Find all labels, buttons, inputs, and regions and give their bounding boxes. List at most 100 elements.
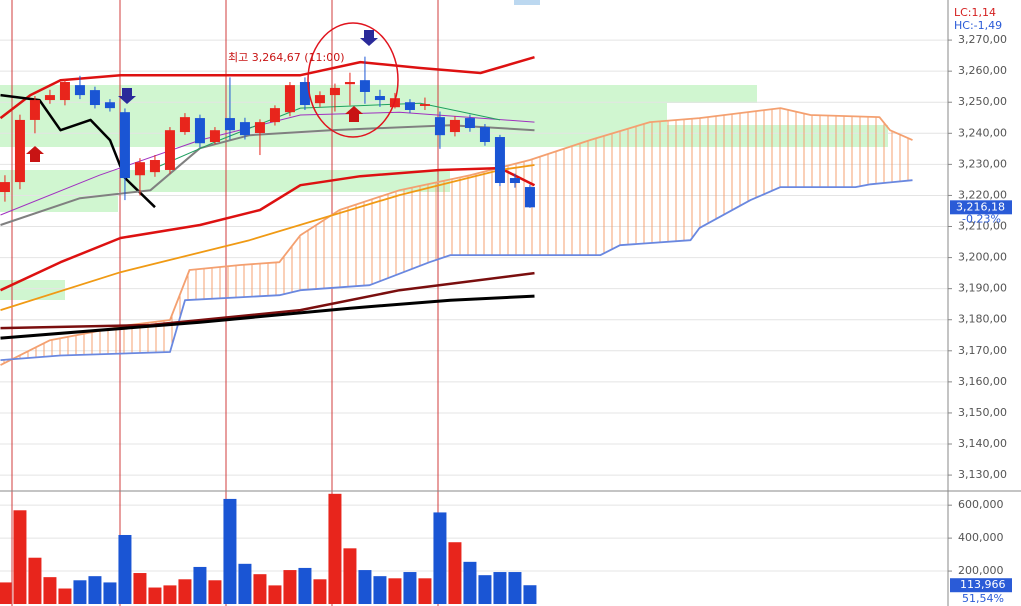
- volume-bar: [433, 512, 447, 604]
- volume-bar: [223, 498, 237, 604]
- candle-body: [89, 90, 100, 106]
- y-tick-label: 3,160,00: [958, 375, 1007, 388]
- top-marker: [514, 0, 540, 5]
- candle-body: [464, 118, 475, 129]
- y-tick-label: 600,000: [958, 498, 1004, 511]
- candle-body: [269, 108, 280, 123]
- axis-panel: [948, 0, 1021, 606]
- volume-bar: [253, 574, 267, 604]
- candle-body: [359, 80, 370, 92]
- volume-bar: [148, 587, 162, 604]
- candle-body: [419, 104, 430, 106]
- candle-body: [449, 119, 460, 133]
- volume-bar: [358, 570, 372, 604]
- y-tick-label: 3,260,00: [958, 64, 1007, 77]
- y-tick-label: 3,180,00: [958, 313, 1007, 326]
- annotations: 최고 3,264,67 (11:00): [26, 22, 399, 162]
- volume-bar: [73, 580, 87, 604]
- right-axis: 3,270,00 3,260,00 3,250,00 3,240,00 3,230,00…: [948, 33, 1012, 605]
- indicator-line: [0, 124, 535, 226]
- change-label: -0,23%: [962, 212, 1001, 225]
- highlight-ellipse: [307, 22, 399, 138]
- indicator-line: [150, 102, 501, 171]
- y-tick-label: 200,000: [958, 564, 1004, 577]
- candle-body: [224, 118, 235, 131]
- volume-bar: [478, 575, 492, 604]
- volume-bar: [163, 585, 177, 604]
- y-tick-label: 3,200,00: [958, 251, 1007, 264]
- volume-bar: [298, 567, 312, 604]
- y-tick-label: 3,210,00: [958, 220, 1007, 233]
- candle-body: [374, 96, 385, 101]
- y-tick-label: 3,130,00: [958, 468, 1007, 481]
- volume-bar: [418, 578, 432, 604]
- y-tick-label: 3,220,00: [958, 188, 1007, 201]
- volume-bar: [268, 585, 282, 604]
- candle-body: [299, 82, 310, 106]
- candle-body: [179, 117, 190, 133]
- volume-label: 113,966: [960, 578, 1006, 591]
- candle-body: [74, 85, 85, 96]
- candle-body: [404, 102, 415, 110]
- candle-body: [494, 137, 505, 184]
- volume-bar: [238, 563, 252, 604]
- zone: [0, 170, 450, 192]
- y-tick-label: 3,150,00: [958, 406, 1007, 419]
- volume-bar: [88, 576, 102, 604]
- candle-body: [209, 130, 220, 142]
- candle-body: [434, 117, 445, 136]
- y-tick-label: 3,270,00: [958, 33, 1007, 46]
- y-tick-label: 3,140,00: [958, 437, 1007, 450]
- indicator-line: [0, 271, 535, 330]
- y-tick-label: 3,190,00: [958, 282, 1007, 295]
- indicator-line: [0, 164, 535, 311]
- volume-bar: [13, 510, 27, 604]
- price-label: 3,216,18: [956, 200, 1005, 213]
- y-tick-label: 3,170,00: [958, 344, 1007, 357]
- zone: [0, 280, 65, 300]
- candle-body: [119, 112, 130, 179]
- volume: [0, 493, 537, 604]
- volume-bar: [193, 566, 207, 604]
- volume-bar: [523, 585, 537, 604]
- zone: [0, 85, 757, 103]
- volume-bar: [388, 578, 402, 604]
- candle-body: [14, 119, 25, 183]
- y-tick-label: 3,230,00: [958, 157, 1007, 170]
- indicator-line: [0, 294, 535, 340]
- candle-body: [524, 187, 535, 208]
- volume-bar: [313, 579, 327, 604]
- up-arrow: [345, 106, 363, 122]
- y-tick-label: 3,250,00: [958, 95, 1007, 108]
- volume-bar: [43, 577, 57, 604]
- candle-body: [329, 87, 340, 96]
- volume-bar: [118, 534, 132, 604]
- indicator: LC:1,14: [954, 6, 996, 19]
- volume-bar: [328, 493, 342, 604]
- up-arrow: [26, 146, 44, 162]
- volume-box: [950, 578, 1012, 593]
- volume-bar: [448, 542, 462, 604]
- down-arrow: [118, 88, 136, 104]
- candle-body: [239, 122, 250, 136]
- candle-body: [59, 82, 70, 101]
- candle-body: [0, 182, 10, 193]
- volume-bar: [403, 572, 417, 604]
- indicator: HC:-1,49: [954, 19, 1002, 32]
- volume-bar: [28, 557, 42, 604]
- candle-body: [314, 95, 325, 104]
- candle-body: [44, 95, 55, 101]
- volume-bar: [103, 582, 117, 604]
- volume-bar: [178, 579, 192, 604]
- volume-bar: [133, 573, 147, 604]
- volume-bar: [58, 588, 72, 604]
- cloud-fill: [0, 108, 913, 366]
- volume-bar: [373, 576, 387, 604]
- cloud: [0, 107, 913, 366]
- candle-body: [134, 162, 145, 176]
- candle-body: [194, 118, 205, 144]
- annotation: 최고 3,264,67 (11:00): [228, 51, 345, 64]
- candle-body: [479, 127, 490, 142]
